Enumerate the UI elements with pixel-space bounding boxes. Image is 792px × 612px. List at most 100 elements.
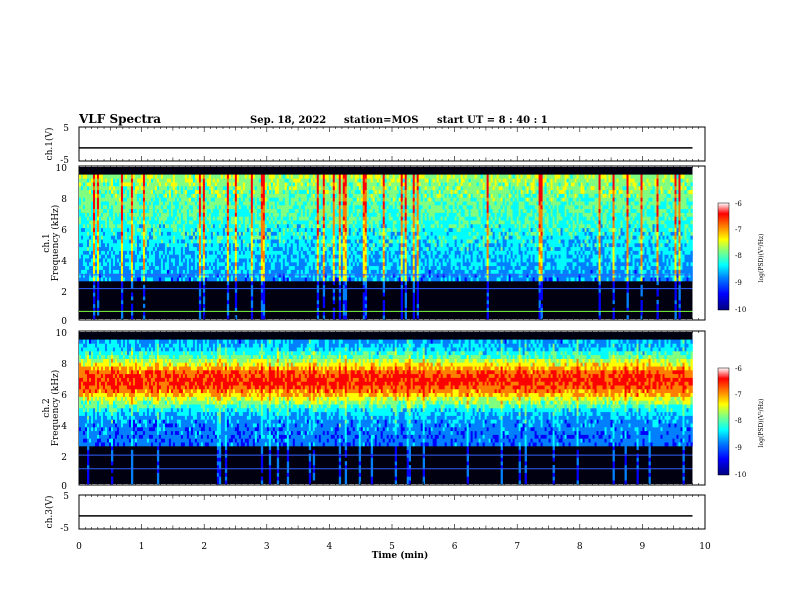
spectrogram-cell <box>199 209 201 213</box>
spectrogram-cell <box>153 182 155 186</box>
spectrogram-cell <box>371 243 373 247</box>
spectrogram-cell <box>279 197 281 201</box>
spectrogram-cell <box>131 273 133 277</box>
spectrogram-cell <box>187 182 189 186</box>
spectrogram-cell <box>143 273 145 277</box>
spectrogram-cell <box>299 205 301 209</box>
spectrogram-cell <box>189 213 191 217</box>
spectrogram-cell <box>111 258 113 262</box>
spectrogram-cell <box>279 209 281 213</box>
spectrogram-cell <box>257 190 259 194</box>
spectrogram-cell <box>333 220 335 224</box>
spectrogram-cell <box>183 262 185 266</box>
spectrogram-cell <box>339 262 341 266</box>
spectrogram-cell <box>383 178 385 182</box>
spectrogram-cell <box>229 251 231 255</box>
spectrogram-cell <box>151 201 153 205</box>
spectrogram-cell <box>317 220 319 224</box>
spectrogram-cell <box>175 224 177 228</box>
spectrogram-cell <box>367 235 369 239</box>
spectrogram-cell <box>273 239 275 243</box>
spectrogram-cell <box>177 213 179 217</box>
spectrogram-cell <box>309 194 311 198</box>
spectrogram-cell <box>399 197 401 201</box>
spectrogram-cell <box>141 232 143 236</box>
spectrogram-cell <box>79 178 81 182</box>
spectrogram-cell <box>205 273 207 277</box>
spectrogram-cell <box>163 216 165 220</box>
spectrogram-cell <box>401 178 403 182</box>
spectrogram-cell <box>203 292 205 296</box>
spectrogram-cell <box>167 277 169 281</box>
spectrogram-cell <box>401 300 403 304</box>
spectrogram-cell <box>401 273 403 277</box>
spectrogram-cell <box>399 182 401 186</box>
spectrogram-cell <box>413 289 415 293</box>
spectrogram-cell <box>335 243 337 247</box>
spectrogram-cell <box>201 186 203 190</box>
spectrogram-cell <box>283 186 285 190</box>
spectrogram-cell <box>259 224 261 228</box>
spectrogram-cell <box>107 209 109 213</box>
spectrogram-cell <box>369 243 371 247</box>
spectrogram-cell <box>105 254 107 258</box>
spectrogram-cell <box>315 239 317 243</box>
spectrogram-cell <box>117 224 119 228</box>
spectrogram-cell <box>251 273 253 277</box>
spectrogram-cell <box>173 232 175 236</box>
spectrogram-cell <box>169 205 171 209</box>
spectrogram-cell <box>215 228 217 232</box>
spectrogram-cell <box>229 243 231 247</box>
spectrogram-cell <box>133 266 135 270</box>
spectrogram-cell <box>299 277 301 281</box>
spectrogram-cell <box>351 235 353 239</box>
spectrogram-cell <box>261 201 263 205</box>
spectrogram-cell <box>395 182 397 186</box>
spectrogram-cell <box>217 201 219 205</box>
spectrogram-cell <box>339 197 341 201</box>
spectrogram-cell <box>81 228 83 232</box>
spectrogram-cell <box>207 220 209 224</box>
spectrogram-cell <box>355 220 357 224</box>
spectrogram-cell <box>365 292 367 296</box>
spectrogram-cell <box>403 178 405 182</box>
spectrogram-cell <box>345 270 347 274</box>
spectrogram-cell <box>343 224 345 228</box>
spectrogram-cell <box>93 228 95 232</box>
spectrogram-cell <box>119 251 121 255</box>
spectrogram-cell <box>191 205 193 209</box>
spectrogram-cell <box>167 243 169 247</box>
spectrogram-cell <box>79 258 81 262</box>
spectrogram-cell <box>353 251 355 255</box>
spectrogram-cell <box>331 175 333 179</box>
spectrogram-cell <box>223 277 225 281</box>
spectrogram-cell <box>245 270 247 274</box>
spectrogram-cell <box>173 270 175 274</box>
spectrogram-cell <box>329 251 331 255</box>
spectrogram-cell <box>159 216 161 220</box>
spectrogram-cell <box>389 209 391 213</box>
spectrogram-cell <box>221 213 223 217</box>
spectrogram-cell <box>131 311 133 315</box>
spectrogram-cell <box>231 201 233 205</box>
spectrogram-cell <box>225 178 227 182</box>
spectrogram-cell <box>255 247 257 251</box>
spectrogram-cell <box>377 182 379 186</box>
spectrogram-cell <box>179 251 181 255</box>
spectrogram-cell <box>363 304 365 308</box>
spectrogram-cell <box>97 262 99 266</box>
spectrogram-cell <box>285 205 287 209</box>
spectrogram-cell <box>187 239 189 243</box>
spectrogram-cell <box>95 186 97 190</box>
spectrogram-cell <box>401 296 403 300</box>
spectrogram-cell <box>255 224 257 228</box>
spectrogram-cell <box>271 220 273 224</box>
spectrogram-cell <box>319 213 321 217</box>
spectrogram-cell <box>167 224 169 228</box>
spectrogram-cell <box>121 213 123 217</box>
spectrogram-cell <box>409 178 411 182</box>
spectrogram-cell <box>243 270 245 274</box>
spectrogram-cell <box>183 197 185 201</box>
spectrogram-cell <box>177 209 179 213</box>
spectrogram-cell <box>401 289 403 293</box>
